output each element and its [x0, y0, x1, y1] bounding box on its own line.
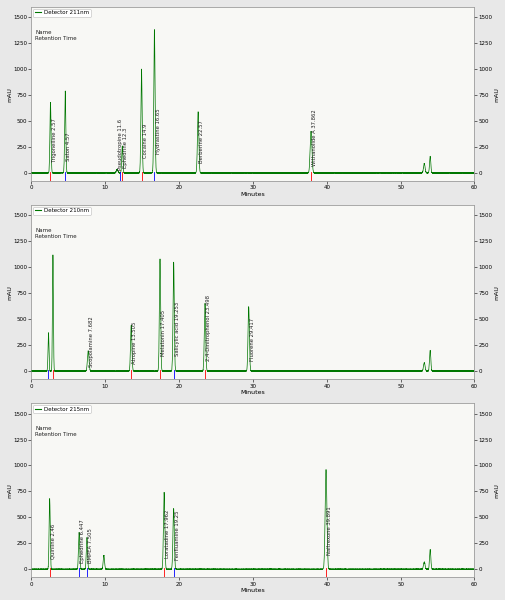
Text: Salicylic acid 19.253: Salicylic acid 19.253: [174, 302, 179, 356]
Text: Melatonin 17.405: Melatonin 17.405: [161, 310, 166, 356]
Legend: Detector 215nm: Detector 215nm: [33, 405, 90, 413]
Text: Berberine 22.57: Berberine 22.57: [199, 121, 204, 163]
Text: Naltrexone 39.891: Naltrexone 39.891: [327, 506, 331, 555]
Y-axis label: mAU: mAU: [7, 285, 12, 299]
Text: Atropine 13.505: Atropine 13.505: [132, 321, 137, 364]
Y-axis label: mAU: mAU: [7, 483, 12, 498]
Text: Pseudotropine 11.6: Pseudotropine 11.6: [118, 119, 123, 170]
Y-axis label: mAU: mAU: [493, 86, 498, 101]
Legend: Detector 211nm: Detector 211nm: [33, 8, 90, 17]
Y-axis label: mAU: mAU: [493, 285, 498, 299]
Text: Cocaine 14.9: Cocaine 14.9: [142, 124, 147, 158]
Text: Name
Retention Time: Name Retention Time: [35, 29, 77, 41]
Text: Hydrastine 16.65: Hydrastine 16.65: [155, 108, 160, 154]
Text: 2,4-Dinitrophenol 23.498: 2,4-Dinitrophenol 23.498: [206, 295, 211, 361]
Text: Name
Retention Time: Name Retention Time: [35, 426, 77, 437]
Legend: Detector 210nm: Detector 210nm: [33, 207, 90, 215]
Text: Ephedrine 6.447: Ephedrine 6.447: [80, 519, 85, 563]
Text: Quinline 2.46: Quinline 2.46: [50, 523, 56, 559]
Text: Ephedrine 12.3: Ephedrine 12.3: [123, 127, 128, 167]
Text: Withanolide A 37.862: Withanolide A 37.862: [312, 109, 317, 166]
X-axis label: Minutes: Minutes: [240, 588, 265, 593]
Text: Fenfluamine 19.25: Fenfluamine 19.25: [174, 511, 179, 560]
Text: Loratadine 17.962: Loratadine 17.962: [165, 509, 170, 558]
X-axis label: Minutes: Minutes: [240, 192, 265, 197]
Text: Name
Retention Time: Name Retention Time: [35, 228, 77, 239]
Text: Trigonelline 2.57: Trigonelline 2.57: [52, 118, 57, 163]
Text: Fluorene 29.417: Fluorene 29.417: [249, 318, 255, 361]
Y-axis label: mAU: mAU: [493, 483, 498, 498]
Text: Saton 4.57: Saton 4.57: [66, 133, 71, 161]
Y-axis label: mAU: mAU: [7, 86, 12, 101]
Text: BMPEA 7.505: BMPEA 7.505: [88, 529, 93, 563]
Text: Scopolamine 7.682: Scopolamine 7.682: [89, 316, 94, 367]
X-axis label: Minutes: Minutes: [240, 390, 265, 395]
